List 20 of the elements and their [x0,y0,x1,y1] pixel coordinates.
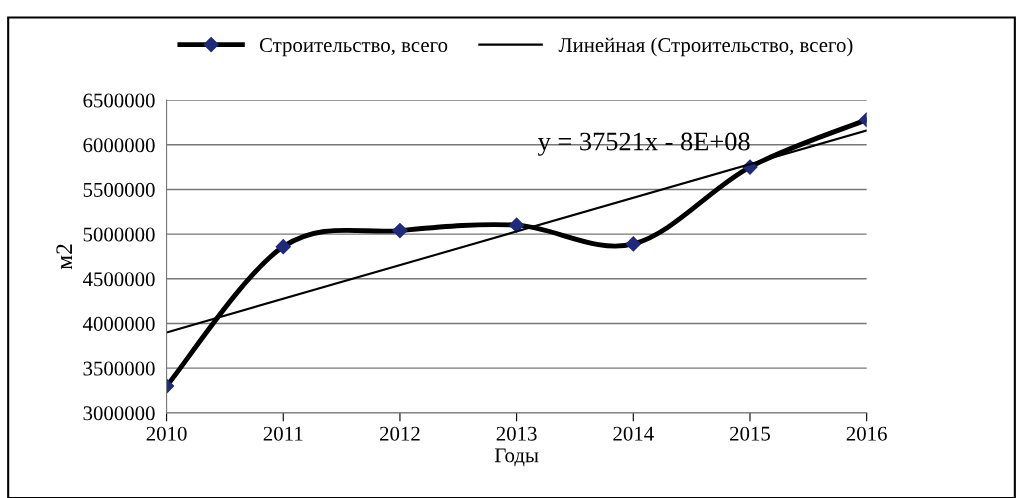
y-tick-label: 4500000 [82,272,155,287]
y-tick-label: 6000000 [83,138,155,153]
y-tick-label: 6500000 [83,93,155,108]
y-tick-label: 5000000 [83,227,155,242]
legend-label: Строительство, всего [259,38,448,57]
x-tick-label: 2015 [730,426,770,441]
x-tick-label: 2010 [146,426,187,441]
y-tick-label: 4000000 [82,316,155,331]
x-tick-label: 2013 [496,426,537,441]
y-tick-label: 3500000 [83,361,155,376]
x-tick-label: 2014 [613,426,654,441]
x-tick-label: 2016 [846,426,887,441]
y-tick-label: 3000000 [83,406,155,421]
x-tick-label: 2011 [263,426,303,441]
annotation: y = 37521x - 8E+08 [537,132,750,156]
legend-label: Линейная (Строительство, всего) [558,37,853,57]
x-axis-title: Годы [494,448,539,467]
y-axis-title: м2 [56,244,72,270]
x-tick-label: 2012 [380,426,420,441]
y-tick-label: 5500000 [83,182,155,197]
